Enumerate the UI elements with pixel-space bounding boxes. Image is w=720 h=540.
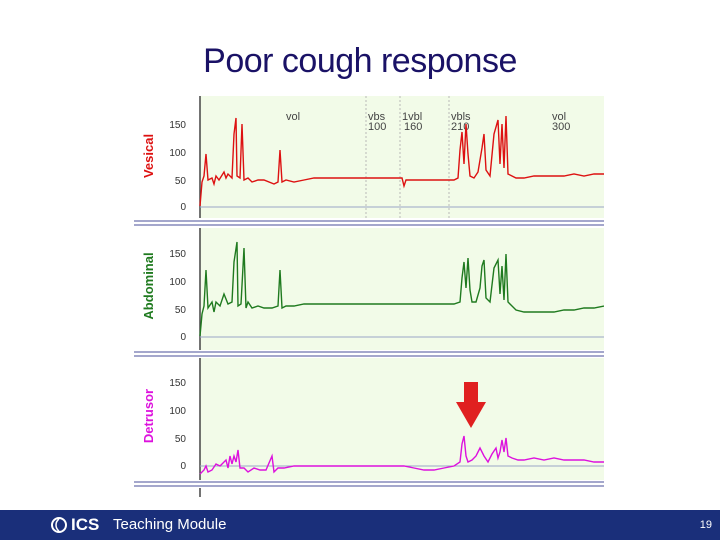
- tick-label: 50: [175, 434, 187, 445]
- event-annotation: 160: [404, 121, 422, 133]
- event-annotation: vol: [552, 111, 566, 123]
- module-label: Teaching Module: [113, 516, 227, 533]
- event-annotation: vbls: [451, 111, 471, 123]
- tick-label: 100: [169, 406, 186, 417]
- tick-label: 150: [169, 249, 186, 260]
- event-annotation: vol: [286, 111, 300, 123]
- channel-label-detrusor: Detrusor: [141, 389, 156, 443]
- channel-label-abdominal: Abdominal: [141, 252, 156, 319]
- slide-title: Poor cough response: [203, 42, 517, 80]
- vesical-trace: [199, 115, 604, 207]
- tick-label: 0: [180, 332, 186, 343]
- abdominal-trace: [199, 241, 604, 337]
- tick-label: 50: [175, 176, 187, 187]
- tick-label: 0: [180, 202, 186, 213]
- tick-label: 150: [169, 120, 186, 131]
- event-annotation: 100: [368, 121, 386, 133]
- event-annotation: 1vbl: [402, 111, 422, 123]
- ics-logo-icon: [51, 517, 67, 533]
- footer-bar: ICS Teaching Module 19: [0, 510, 720, 540]
- page-number: 19: [699, 519, 712, 531]
- tick-label: 150: [169, 378, 186, 389]
- tick-label: 0: [180, 461, 186, 472]
- tick-label: 100: [169, 277, 186, 288]
- arrow-down-icon: [456, 382, 486, 428]
- event-annotation: 210: [451, 121, 469, 133]
- tick-label: 50: [175, 305, 187, 316]
- detrusor-trace: [199, 435, 604, 475]
- channel-label-vesical: Vesical: [141, 134, 156, 178]
- logo-text: ICS: [71, 515, 100, 534]
- event-annotation: vbs: [368, 111, 386, 123]
- urodynamic-trace: Vesical Abdominal Detrusor 150 100 50 0 …: [134, 94, 604, 497]
- tick-label: 100: [169, 148, 186, 159]
- event-annotation: 300: [552, 121, 570, 133]
- ics-logo: ICS: [50, 515, 99, 535]
